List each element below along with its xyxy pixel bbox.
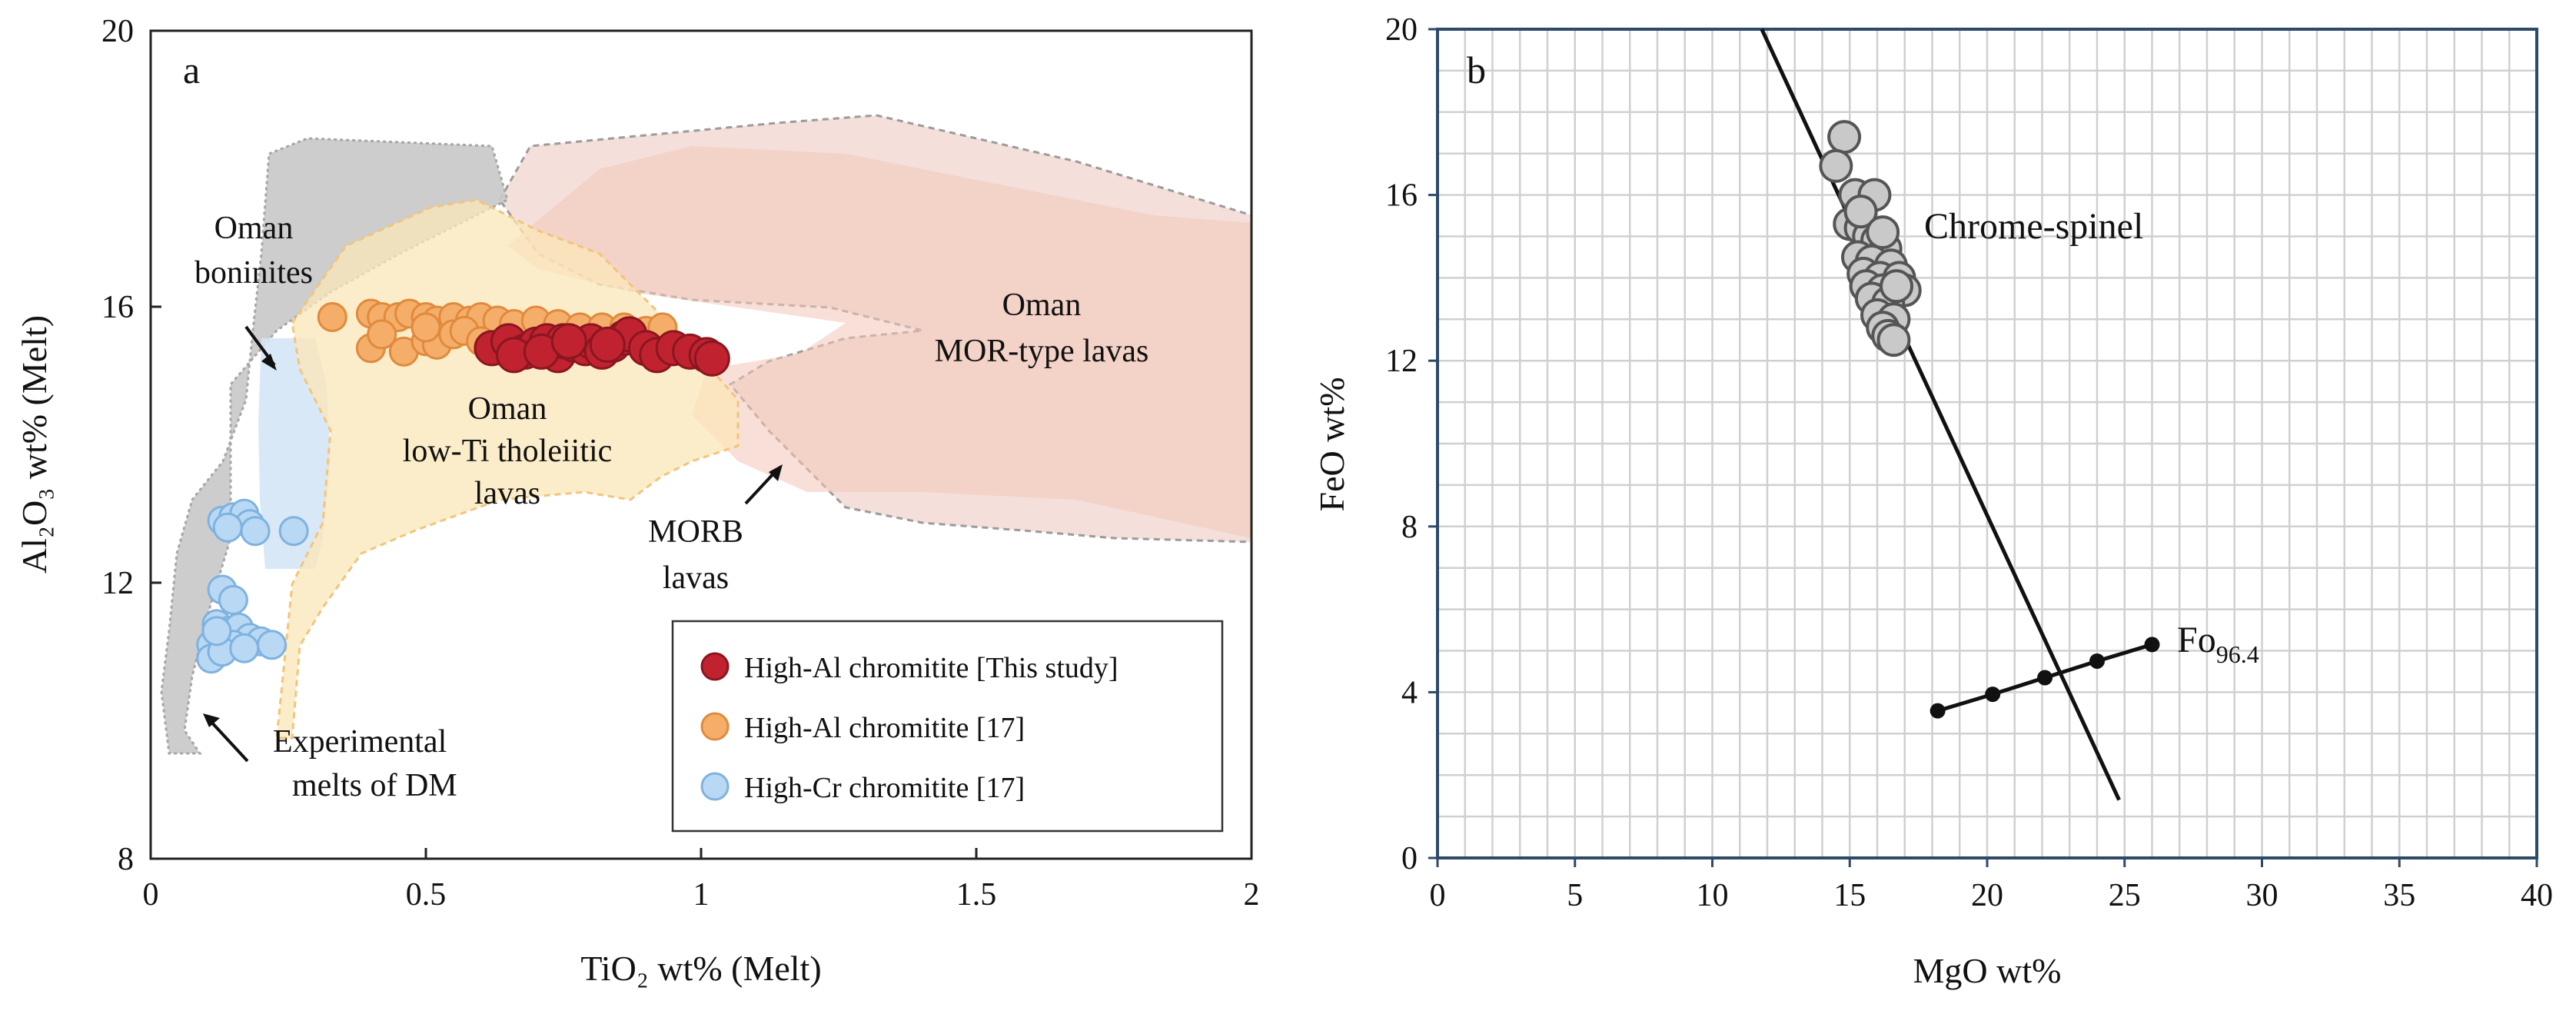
panel-b-ylabel: FeO wt% — [1312, 377, 1351, 511]
label-chrome-spinel: Chrome-spinel — [1924, 206, 2143, 247]
olivine-point-1 — [1985, 687, 2001, 703]
legend-box — [671, 620, 1224, 833]
panel-a-arrows — [203, 325, 783, 763]
xtick-label-b-5: 25 — [2109, 878, 2141, 913]
ytick-label-b-1: 4 — [1401, 675, 1418, 710]
label-morb-2: lavas — [663, 560, 729, 596]
legend-marker-high-al — [700, 712, 730, 741]
legend-label-this-study: High-Al chromitite [This study] — [744, 652, 1118, 684]
panel-a-xlabel: TiO₂ wt% (Melt) — [580, 949, 821, 988]
label-fo: Fo96.4 — [2177, 620, 2259, 668]
ytick-label-b-5: 20 — [1385, 12, 1418, 48]
arrow-morb — [744, 469, 778, 505]
point-a-series0-22 — [550, 323, 587, 360]
ytick-label-a-0: 8 — [118, 842, 134, 877]
legend-marker-this-study — [700, 652, 730, 681]
label-oman-lowti-3: lavas — [474, 476, 540, 511]
point-a-series2-4 — [240, 516, 271, 547]
ytick-label-a-2: 16 — [101, 290, 134, 325]
olivine-fo-points — [1930, 637, 2160, 719]
ytick-label-b-2: 8 — [1401, 510, 1418, 545]
xtick-label-b-1: 5 — [1567, 878, 1583, 913]
label-dm-1: Experimental — [273, 724, 447, 760]
xtick-label-a-2: 1 — [693, 877, 710, 913]
point-b-spinel-26 — [1866, 215, 1900, 250]
panel-b-xlabel: MgO wt% — [1913, 951, 2062, 990]
legend-label-high-cr: High-Cr chromitite [17] — [744, 772, 1025, 804]
label-oman-mor-1: Oman — [1002, 288, 1082, 323]
legend-marker-high-cr — [700, 772, 730, 801]
ytick-label-b-3: 12 — [1385, 344, 1418, 379]
label-oman-mor-2: MOR-type lavas — [935, 334, 1149, 369]
panel-a-ylabel: Al₂O₃ wt% (Melt) — [15, 315, 54, 574]
xtick-label-a-0: 0 — [143, 877, 159, 913]
point-a-series2-8 — [218, 584, 248, 615]
label-morb-1: MORB — [648, 514, 743, 550]
point-a-series2-6 — [278, 516, 309, 547]
olivine-point-0 — [1930, 703, 1946, 719]
arrow-dm-head — [203, 713, 220, 727]
legend-label-high-al: High-Al chromitite [17] — [744, 712, 1025, 744]
olivine-point-2 — [2037, 670, 2053, 686]
olivine-point-3 — [2089, 653, 2105, 669]
spinel-trend-line — [1760, 28, 2121, 801]
point-a-series2-20 — [201, 616, 232, 647]
point-b-spinel-0 — [1827, 120, 1862, 155]
panel-a-label: a — [183, 48, 200, 91]
ytick-label-b-0: 0 — [1401, 841, 1418, 876]
point-b-spinel-1 — [1819, 148, 1853, 183]
label-oman-boninites-2: boninites — [194, 255, 313, 291]
ytick-label-a-1: 12 — [101, 566, 134, 601]
point-a-series1-25 — [410, 312, 441, 343]
xtick-label-b-3: 15 — [1833, 878, 1866, 913]
field-oman-boninites — [258, 338, 331, 569]
panel-b-grid — [1438, 29, 2537, 858]
xtick-label-b-7: 35 — [2383, 878, 2415, 913]
label-oman-boninites-1: Oman — [214, 211, 294, 246]
point-b-spinel-27 — [1880, 269, 1914, 304]
arrow-dm — [208, 718, 249, 763]
label-fo-main: Fo — [2177, 620, 2216, 660]
label-oman-lowti-1: Oman — [468, 391, 547, 427]
field-morb-lavas — [507, 146, 1251, 538]
arrow-morb-head — [769, 464, 783, 481]
point-a-series1-27 — [367, 319, 397, 350]
point-a-series1-0 — [317, 301, 347, 332]
xtick-label-b-6: 30 — [2246, 878, 2279, 913]
panel-b-label: b — [1467, 48, 1486, 91]
panel-b-ticks: 0 5 10 15 20 25 30 35 40 0 4 8 12 16 20 — [1385, 12, 2553, 913]
olivine-point-4 — [2144, 637, 2160, 653]
xtick-label-b-8: 40 — [2521, 878, 2553, 913]
xtick-label-a-4: 2 — [1244, 877, 1260, 913]
point-a-series2-5 — [212, 512, 243, 543]
xtick-label-a-3: 1.5 — [956, 877, 997, 913]
label-oman-lowti-2: low-Ti tholeiitic — [403, 434, 613, 469]
label-fo-subscript: 96.4 — [2216, 640, 2259, 668]
panel-a-ticks: 0 0.5 1 1.5 2 8 12 16 20 — [101, 14, 1260, 913]
arrow-boninites-head — [261, 354, 277, 371]
label-dm-2: melts of DM — [292, 768, 457, 803]
point-a-series0-23 — [589, 326, 626, 363]
xtick-label-b-4: 20 — [1971, 878, 2003, 913]
point-b-spinel-25 — [1843, 194, 1878, 229]
point-a-series2-14 — [257, 630, 288, 660]
point-b-spinel-24 — [1876, 323, 1911, 357]
ytick-label-b-4: 16 — [1385, 178, 1418, 214]
point-a-series0-19 — [693, 340, 730, 377]
xtick-label-a-1: 0.5 — [406, 877, 447, 913]
panel-b-points — [1819, 120, 1922, 357]
xtick-label-b-2: 10 — [1697, 878, 1729, 913]
xtick-label-b-0: 0 — [1430, 878, 1446, 913]
ytick-label-a-3: 20 — [101, 14, 134, 49]
panel-a-legend: High-Al chromitite [This study] High-Al … — [671, 620, 1224, 833]
panel-a: Oman boninites Oman low-Ti tholeiitic la… — [15, 14, 1260, 988]
point-a-series2-21 — [229, 633, 260, 663]
panel-a-points — [196, 298, 730, 674]
